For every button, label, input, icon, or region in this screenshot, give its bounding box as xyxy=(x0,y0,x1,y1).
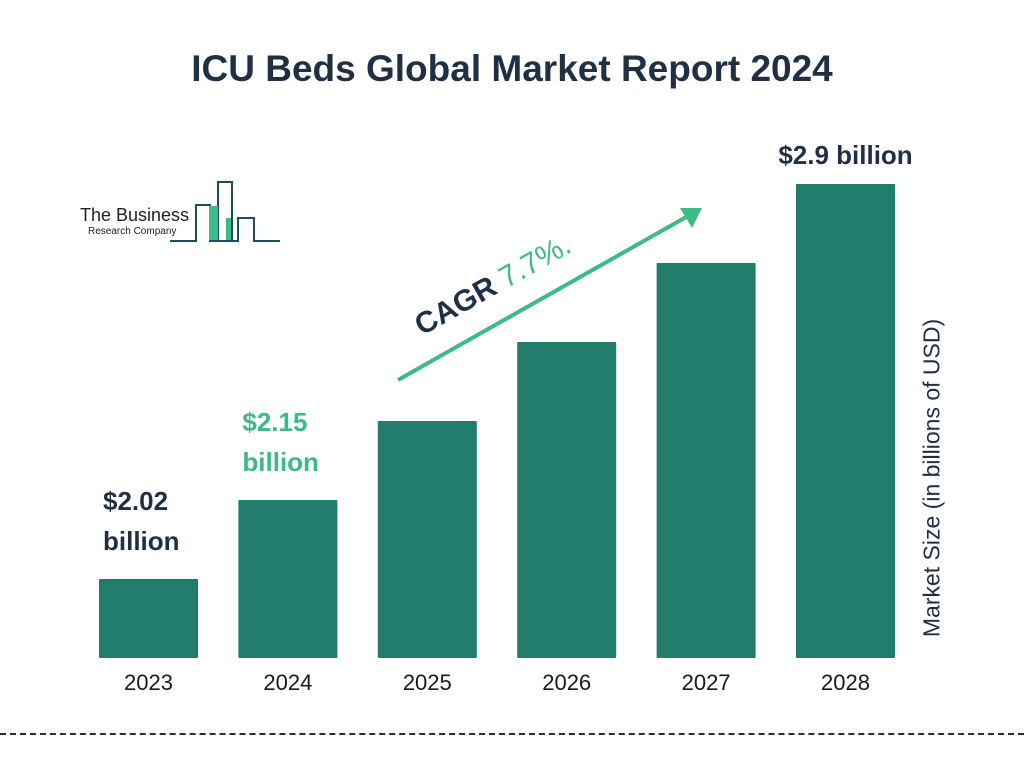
bar-2027 xyxy=(656,263,756,658)
chart-title: ICU Beds Global Market Report 2024 xyxy=(191,48,833,89)
data-label-2024: billion xyxy=(242,447,319,477)
cagr-arrow xyxy=(397,208,702,382)
logo-text-line2: Research Company xyxy=(88,226,177,237)
data-label-2023: $2.02 xyxy=(103,486,168,516)
y-axis-label: Market Size (in billions of USD) xyxy=(918,318,945,638)
data-label-2028: $2.9 billion xyxy=(778,140,912,170)
bar-2024 xyxy=(238,500,338,658)
x-tick-label: 2028 xyxy=(821,670,870,695)
x-tick-label: 2027 xyxy=(682,670,731,695)
bar-2023 xyxy=(99,579,198,658)
x-tick-label: 2024 xyxy=(263,670,312,695)
bar-2028 xyxy=(796,184,895,658)
bar-2026 xyxy=(517,342,617,658)
data-label-2023: billion xyxy=(103,526,180,556)
divider xyxy=(0,733,1024,735)
x-tick-label: 2025 xyxy=(403,670,452,695)
bar-2025 xyxy=(377,421,477,658)
data-label-2024: $2.15 xyxy=(242,407,307,437)
company-logo: The Business Research Company xyxy=(78,180,288,250)
x-tick-label: 2026 xyxy=(542,670,591,695)
logo-text-line1: The Business xyxy=(80,205,190,225)
x-tick-label: 2023 xyxy=(124,670,173,695)
logo-buildings-icon xyxy=(170,181,280,242)
cagr-label: CAGR xyxy=(409,266,509,342)
